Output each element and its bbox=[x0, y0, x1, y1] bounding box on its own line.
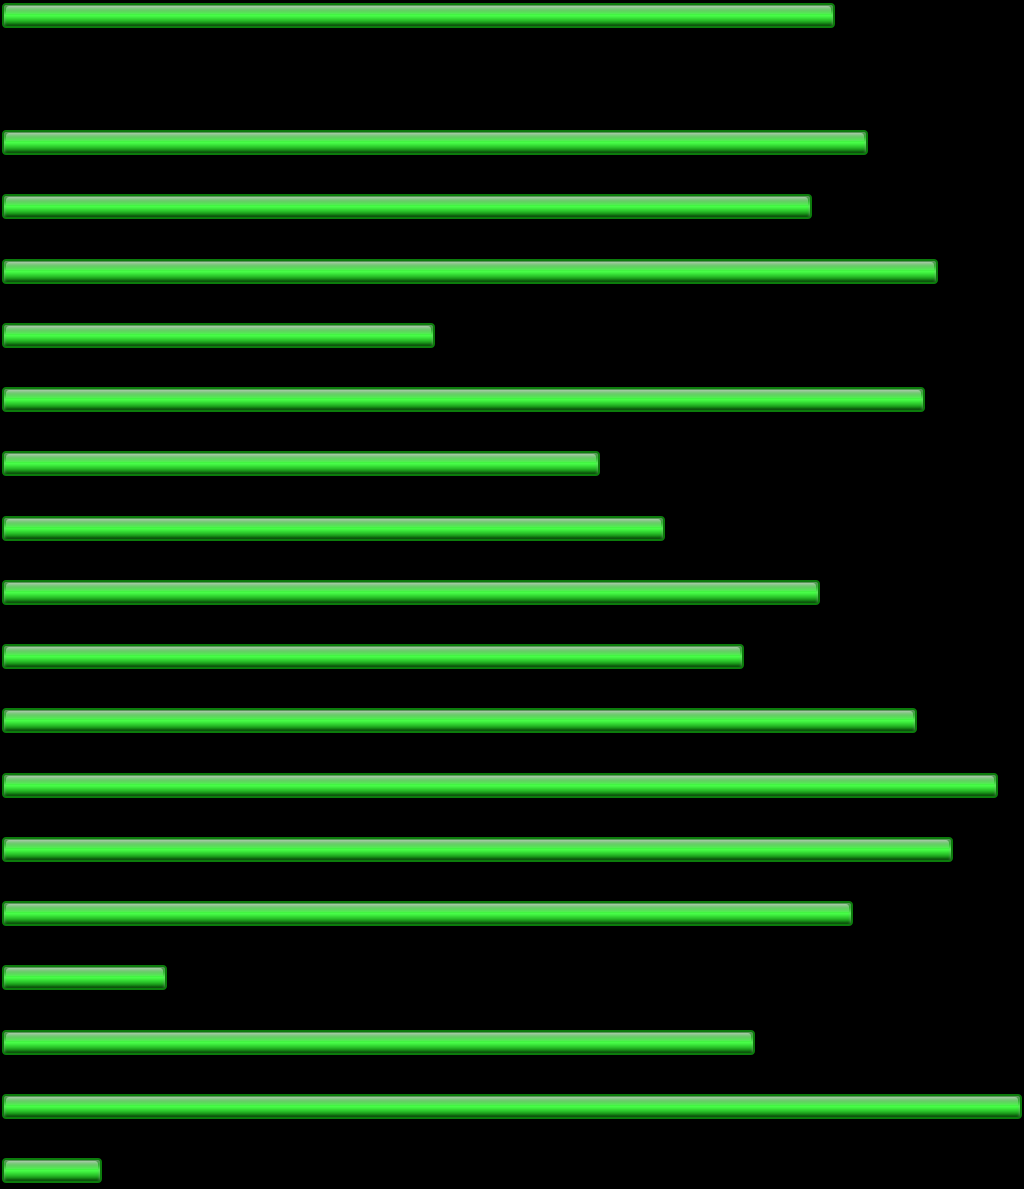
progress-bar bbox=[2, 451, 600, 476]
progress-bar bbox=[2, 580, 820, 605]
progress-bar bbox=[2, 1030, 755, 1055]
progress-bar bbox=[2, 194, 812, 219]
progress-bar bbox=[2, 323, 435, 348]
progress-bar bbox=[2, 259, 938, 284]
progress-bar bbox=[2, 1158, 102, 1183]
progress-bar bbox=[2, 708, 917, 733]
progress-bar bbox=[2, 516, 665, 541]
progress-bar bbox=[2, 3, 835, 28]
progress-bar bbox=[2, 1094, 1022, 1119]
progress-bar bbox=[2, 773, 998, 798]
progress-bar bbox=[2, 901, 853, 926]
progress-bar bbox=[2, 387, 925, 412]
progress-bar bbox=[2, 644, 744, 669]
progress-bar bbox=[2, 965, 167, 990]
progress-bar bbox=[2, 837, 953, 862]
progress-bar bbox=[2, 130, 868, 155]
